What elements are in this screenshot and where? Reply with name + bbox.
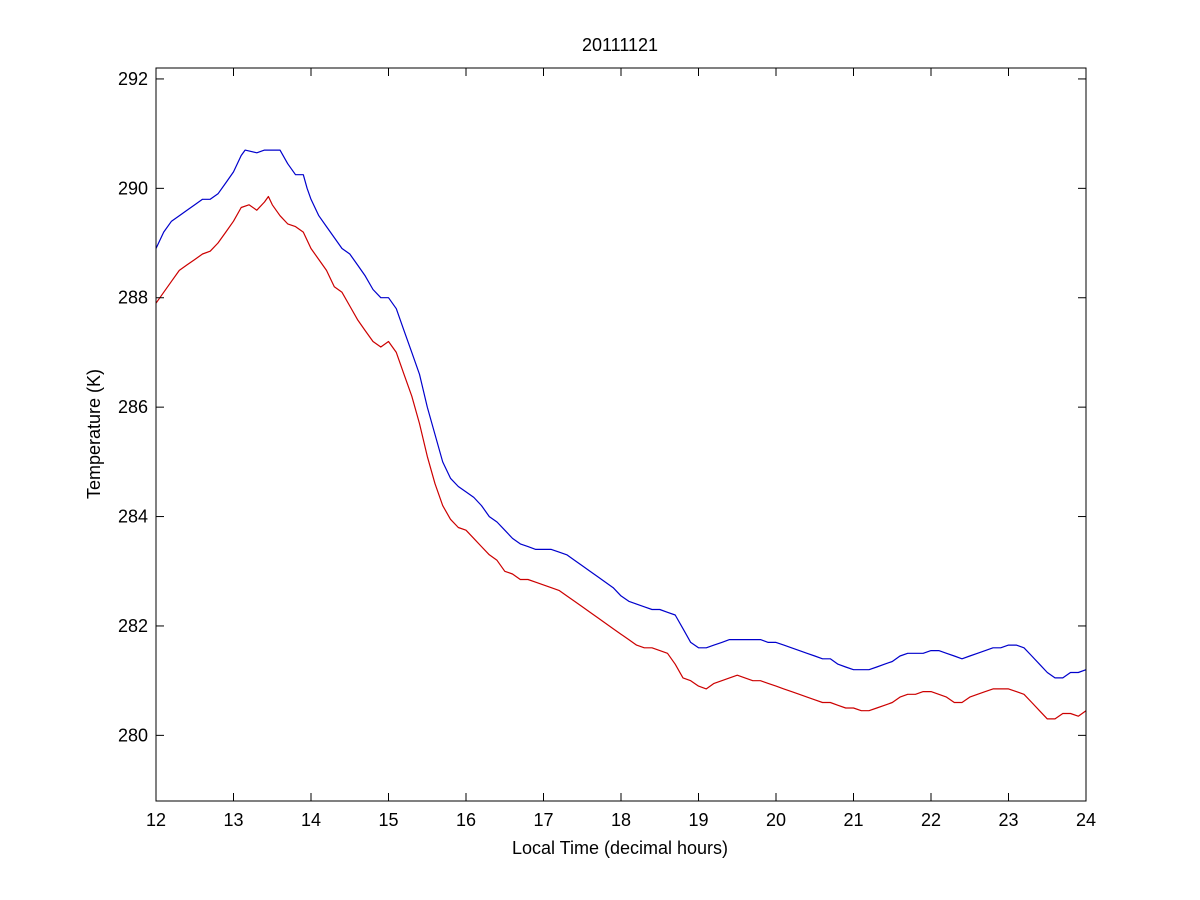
x-tick-label: 20 (766, 810, 786, 830)
y-tick-label: 292 (118, 69, 148, 89)
x-tick-label: 14 (301, 810, 321, 830)
series-layer (155, 149, 1087, 720)
x-tick-label: 22 (921, 810, 941, 830)
y-tick-label: 284 (118, 507, 148, 527)
x-tick-label: 12 (146, 810, 166, 830)
y-tick-label: 286 (118, 397, 148, 417)
x-tick-label: 19 (688, 810, 708, 830)
x-tick-label: 16 (456, 810, 476, 830)
series-line-2 (155, 195, 1087, 720)
y-tick-label: 288 (118, 288, 148, 308)
y-tick-label: 282 (118, 616, 148, 636)
x-tick-label: 24 (1076, 810, 1096, 830)
y-axis-label: Temperature (K) (84, 369, 104, 499)
x-tick-label: 13 (223, 810, 243, 830)
y-tick-label: 280 (118, 725, 148, 745)
x-axis: 12 13 14 15 16 17 18 19 20 21 22 23 24 (146, 68, 1096, 830)
y-tick-label: 290 (118, 178, 148, 198)
x-tick-label: 18 (611, 810, 631, 830)
x-axis-label: Local Time (decimal hours) (512, 838, 728, 858)
x-tick-label: 21 (843, 810, 863, 830)
x-tick-label: 15 (378, 810, 398, 830)
y-axis: 280 282 284 286 288 290 292 (118, 69, 1086, 745)
x-tick-label: 17 (533, 810, 553, 830)
x-tick-label: 23 (998, 810, 1018, 830)
chart-title: 20111121 (582, 35, 658, 55)
series-line-1 (155, 149, 1087, 679)
